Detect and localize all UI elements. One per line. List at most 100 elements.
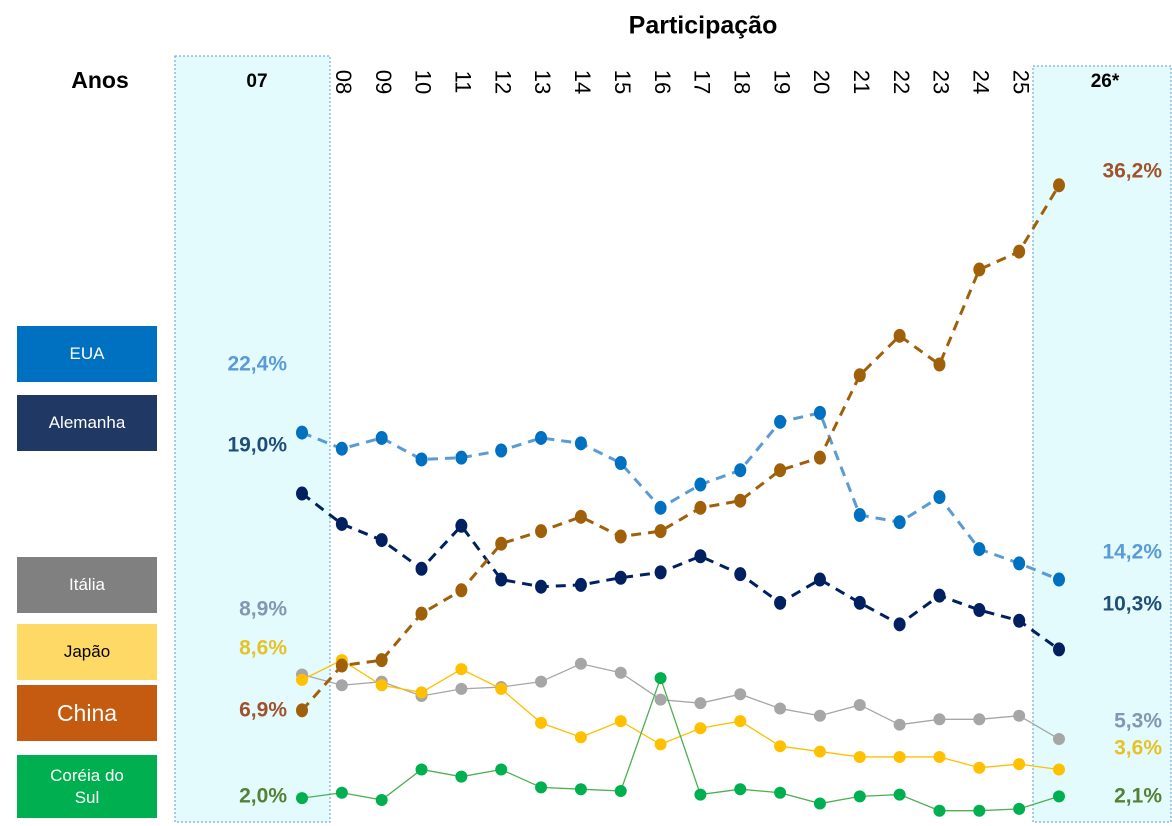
data-point: [614, 715, 627, 728]
chart-title: Participação: [629, 12, 778, 40]
data-point: [415, 763, 428, 776]
data-point: [734, 463, 747, 478]
series-line: [301, 663, 1060, 740]
data-point: [415, 452, 428, 467]
data-point: [335, 516, 348, 531]
data-point: [973, 262, 986, 277]
legend-entry: Japão: [17, 624, 157, 680]
legend-entry: Alemanha: [17, 395, 157, 451]
data-point: [335, 679, 348, 692]
data-point: [774, 463, 787, 478]
data-point: [335, 441, 348, 456]
data-point: [296, 703, 308, 718]
x-tick-label: 08: [331, 70, 356, 94]
data-point: [893, 788, 906, 801]
data-point: [853, 750, 866, 763]
data-point: [813, 709, 826, 722]
data-point: [694, 477, 707, 492]
series-line: [301, 659, 1060, 771]
data-point: [455, 682, 468, 695]
data-point: [774, 702, 787, 715]
data-point: [455, 518, 468, 533]
data-point: [853, 790, 866, 803]
data-point: [335, 786, 348, 799]
x-tick-label: 17: [690, 70, 715, 94]
x-axis-label: Anos: [71, 67, 129, 93]
data-point: [973, 804, 986, 817]
data-label: 14,2%: [1102, 541, 1162, 564]
data-point: [495, 536, 508, 551]
data-point: [973, 713, 986, 726]
data-point: [973, 761, 986, 774]
x-tick-label: 07: [246, 71, 267, 92]
data-point: [694, 722, 707, 735]
data-label: 3,6%: [1114, 737, 1162, 760]
data-point: [375, 653, 388, 668]
data-point: [1013, 709, 1026, 722]
data-point: [1013, 244, 1026, 259]
data-point: [694, 500, 707, 515]
data-point: [654, 565, 667, 580]
data-point: [574, 783, 587, 796]
data-point: [335, 658, 348, 673]
data-point: [1013, 802, 1026, 815]
data-label: 22,4%: [227, 353, 287, 376]
x-tick-label: 18: [729, 70, 754, 94]
data-label: 10,3%: [1102, 593, 1162, 616]
data-point: [933, 750, 946, 763]
data-point: [654, 500, 667, 515]
data-label: 8,9%: [239, 598, 287, 621]
data-point: [455, 583, 468, 598]
data-point: [654, 738, 667, 751]
data-point: [694, 549, 707, 564]
x-tick-label: 15: [610, 70, 635, 94]
data-point: [734, 567, 747, 582]
data-point: [614, 784, 627, 797]
x-tick-label: 25: [1008, 70, 1033, 94]
data-point: [734, 688, 747, 701]
x-tick-label: 10: [411, 70, 436, 94]
data-point: [893, 750, 906, 763]
data-point: [495, 572, 508, 587]
data-point: [296, 673, 308, 686]
data-point: [535, 430, 548, 445]
data-point: [853, 698, 866, 711]
x-tick-label: 13: [530, 70, 555, 94]
data-point: [813, 450, 826, 465]
data-point: [495, 682, 508, 695]
data-point: [893, 617, 906, 632]
data-point: [1053, 763, 1065, 776]
series-line: [301, 411, 1060, 581]
data-point: [574, 657, 587, 670]
data-point: [415, 686, 428, 699]
data-point: [1013, 758, 1026, 771]
data-point: [455, 770, 468, 783]
series-line: [301, 492, 1060, 651]
legend-entry: Coréia do Sul: [17, 755, 157, 818]
data-point: [1053, 733, 1065, 746]
data-point: [375, 533, 388, 548]
data-point: [893, 515, 906, 530]
data-point: [694, 697, 707, 710]
data-point: [296, 425, 308, 440]
data-point: [614, 570, 627, 585]
data-point: [455, 663, 468, 676]
data-point: [734, 783, 747, 796]
data-point: [574, 509, 587, 524]
data-point: [853, 508, 866, 523]
data-point: [813, 797, 826, 810]
data-point: [893, 718, 906, 731]
data-point: [813, 405, 826, 420]
x-tick-label: 16: [650, 70, 675, 94]
data-point: [813, 572, 826, 587]
data-point: [375, 679, 388, 692]
x-tick-label: 09: [371, 70, 396, 94]
data-point: [614, 456, 627, 471]
data-point: [375, 793, 388, 806]
data-point: [654, 672, 667, 685]
data-point: [495, 763, 508, 776]
data-point: [495, 443, 508, 458]
data-point: [813, 745, 826, 758]
